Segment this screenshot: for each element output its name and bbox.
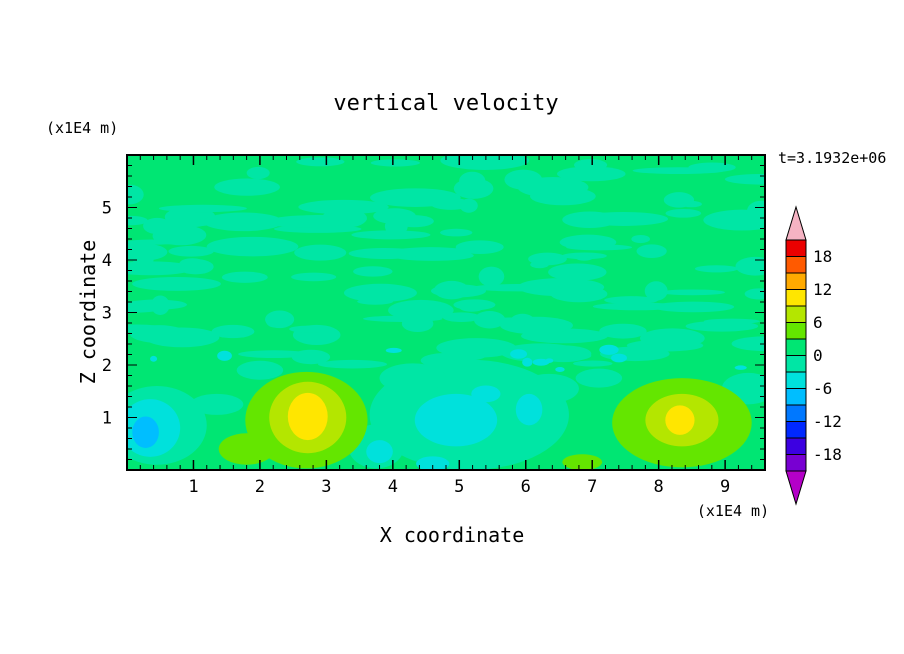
colorbar-label: 18 (813, 247, 832, 266)
colorbar-label: 6 (813, 313, 823, 332)
colorbar-box (785, 338, 807, 356)
colorbar-box (785, 421, 807, 439)
colorbar-box (785, 454, 807, 472)
contour-field (127, 155, 765, 470)
x-tick-label: 2 (255, 477, 265, 497)
colorbar: 18 12 6 0 -6 -12 -18 (785, 205, 842, 506)
colorbar-box (785, 289, 807, 307)
colorbar-box (785, 322, 807, 340)
z-tick-label: 2 (102, 356, 112, 376)
x-tick-label: 6 (521, 477, 531, 497)
z-axis-unit: (x1E4 m) (46, 119, 118, 137)
x-axis-unit: (x1E4 m) (697, 502, 769, 520)
axis-ticks (127, 155, 765, 470)
x-tick-label: 7 (587, 477, 597, 497)
colorbar-box (785, 239, 807, 257)
colorbar-box (785, 371, 807, 389)
colorbar-box (785, 256, 807, 274)
colorbar-box (785, 437, 807, 455)
z-tick-label: 4 (102, 251, 112, 271)
colorbar-label: 12 (813, 280, 832, 299)
colorbar-top-arrow (785, 205, 807, 241)
colorbar-box (785, 388, 807, 406)
x-tick-label: 9 (720, 477, 730, 497)
x-tick-label: 5 (454, 477, 464, 497)
colorbar-label: -12 (813, 412, 842, 431)
x-tick-label: 4 (388, 477, 398, 497)
x-axis-label: X coordinate (380, 523, 525, 547)
colorbar-label: -18 (813, 445, 842, 464)
x-tick-label: 8 (654, 477, 664, 497)
colorbar-label: 0 (813, 346, 823, 365)
z-tick-label: 5 (102, 199, 112, 219)
colorbar-box (785, 404, 807, 422)
z-tick-label: 3 (102, 304, 112, 324)
x-tick-labels: 1 2 3 4 5 6 7 8 9 (188, 477, 730, 497)
x-tick-label: 1 (188, 477, 198, 497)
z-axis-label: Z coordinate (76, 240, 100, 385)
z-tick-label: 1 (102, 409, 112, 429)
colorbar-bottom-arrow (785, 470, 807, 506)
x-tick-label: 3 (321, 477, 331, 497)
timestamp-label: t=3.1932e+06 (778, 149, 886, 167)
colorbar-box (785, 305, 807, 323)
colorbar-label: -6 (813, 379, 832, 398)
chart-title: vertical velocity (333, 91, 558, 116)
colorbar-box (785, 272, 807, 290)
z-tick-labels: 1 2 3 4 5 (102, 199, 112, 429)
colorbar-box (785, 355, 807, 373)
